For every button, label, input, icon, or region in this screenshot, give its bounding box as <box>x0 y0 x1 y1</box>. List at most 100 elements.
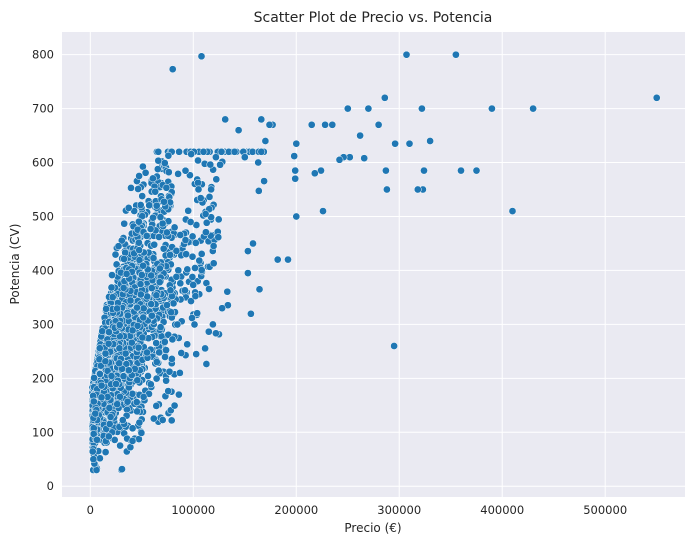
data-point <box>205 193 214 201</box>
data-point <box>380 93 389 102</box>
data-point <box>108 271 116 279</box>
data-point <box>159 244 168 253</box>
data-point <box>128 389 137 398</box>
data-point <box>249 239 257 248</box>
data-point <box>148 311 156 320</box>
data-point <box>89 455 98 464</box>
data-point <box>173 320 182 329</box>
data-point <box>181 166 190 175</box>
data-point <box>209 320 217 329</box>
data-point <box>196 194 205 202</box>
data-point <box>192 350 201 358</box>
data-point <box>124 311 132 320</box>
data-point <box>144 372 152 380</box>
data-point <box>166 251 174 259</box>
data-point <box>117 236 126 245</box>
data-point <box>151 187 160 196</box>
data-point <box>184 206 193 215</box>
data-point <box>101 448 110 456</box>
data-point <box>124 204 133 212</box>
data-point <box>136 201 145 209</box>
data-point <box>154 156 163 165</box>
data-point <box>176 279 185 288</box>
data-point <box>328 120 337 129</box>
data-point <box>134 343 143 352</box>
data-point <box>472 166 481 175</box>
data-point <box>160 338 169 346</box>
data-point <box>191 239 200 247</box>
data-point <box>143 292 152 301</box>
data-point <box>244 247 252 255</box>
data-point <box>382 166 390 175</box>
data-point <box>147 271 156 280</box>
data-point <box>207 185 215 194</box>
data-point <box>187 150 196 158</box>
data-point <box>176 231 185 239</box>
data-point <box>116 441 124 450</box>
data-point <box>146 225 155 233</box>
data-point <box>154 147 163 156</box>
data-point <box>107 372 116 380</box>
data-point <box>292 212 301 221</box>
data-point <box>90 374 98 382</box>
data-point <box>92 466 101 474</box>
data-point <box>187 297 195 305</box>
data-point <box>155 233 163 241</box>
x-tick-label: 100000 <box>171 503 215 517</box>
data-point <box>152 374 161 383</box>
data-point <box>183 340 192 349</box>
data-point <box>356 131 364 140</box>
data-point <box>122 270 131 278</box>
data-point <box>391 139 399 148</box>
data-point <box>158 219 167 228</box>
x-tick-label: 300000 <box>377 503 421 517</box>
y-tick-label: 300 <box>32 317 54 331</box>
data-point <box>152 402 161 410</box>
data-point <box>195 256 204 265</box>
data-point <box>254 158 263 167</box>
data-point <box>139 393 148 401</box>
data-point <box>103 367 112 375</box>
y-tick-label: 200 <box>32 371 54 385</box>
data-point <box>202 218 211 227</box>
data-point <box>181 286 189 295</box>
data-point <box>115 359 124 368</box>
data-point <box>240 153 249 162</box>
data-point <box>169 299 178 308</box>
data-point <box>212 329 220 338</box>
data-point <box>257 115 266 124</box>
data-point <box>164 387 173 395</box>
y-tick-label: 600 <box>32 156 54 170</box>
data-point <box>214 233 223 242</box>
data-point <box>212 175 221 184</box>
data-point <box>156 264 164 273</box>
x-gridlines <box>89 32 606 497</box>
data-point <box>110 436 119 444</box>
data-point <box>150 240 159 249</box>
data-point <box>426 137 434 145</box>
data-point <box>132 398 141 406</box>
data-point <box>168 355 176 363</box>
x-axis-label: Precio (€) <box>344 521 401 535</box>
data-point <box>145 201 154 210</box>
data-point <box>89 397 98 406</box>
data-point <box>152 201 161 210</box>
data-point <box>115 321 124 329</box>
x-tick-label: 0 <box>87 503 94 517</box>
y-tick-label: 400 <box>32 263 54 277</box>
data-point <box>139 304 148 313</box>
data-point <box>119 284 128 292</box>
data-point <box>96 370 104 378</box>
data-point <box>260 177 268 185</box>
data-point <box>127 338 136 347</box>
data-point <box>135 238 143 247</box>
data-point <box>360 154 369 163</box>
data-point <box>107 283 116 292</box>
data-point <box>230 147 239 156</box>
data-point <box>273 255 282 264</box>
data-point <box>136 290 145 299</box>
data-point <box>143 348 151 357</box>
data-point <box>118 416 127 424</box>
data-point <box>218 304 226 313</box>
